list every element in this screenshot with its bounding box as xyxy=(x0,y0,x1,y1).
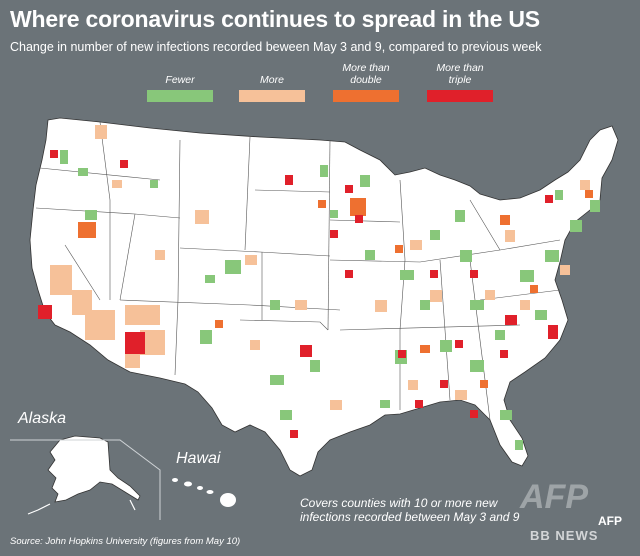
legend-triple: More than triple xyxy=(426,60,494,102)
inset-divider xyxy=(10,439,161,520)
alaska-shape xyxy=(47,435,141,503)
map-subtitle: Change in number of new infections recor… xyxy=(10,40,542,54)
legend-fewer: Fewer xyxy=(146,60,214,102)
coverage-note: Covers counties with 10 or more new infe… xyxy=(300,496,520,524)
afp-logo: AFP xyxy=(598,514,622,528)
counties-triple xyxy=(38,150,558,438)
legend-double: More than double xyxy=(332,60,400,102)
afp-watermark: AFP xyxy=(520,478,588,516)
bbnews-watermark: BB NEWS xyxy=(530,528,599,543)
counties-double xyxy=(78,190,593,388)
legend-swatch-fewer xyxy=(147,90,213,102)
counties-more xyxy=(50,125,590,410)
legend-more: More xyxy=(238,60,306,102)
alaska-label: Alaska xyxy=(18,410,67,427)
legend-label-more: More xyxy=(260,74,284,86)
legend-swatch-triple xyxy=(427,90,493,102)
map-title: Where coronavirus continues to spread in… xyxy=(10,6,540,32)
legend-swatch-more xyxy=(239,90,305,102)
alaska-islands xyxy=(27,499,136,515)
legend-label-triple: More than triple xyxy=(436,62,484,86)
legend-swatch-double xyxy=(333,90,399,102)
legend-label-fewer: Fewer xyxy=(165,74,195,86)
hawai-label: Hawai xyxy=(176,450,221,467)
state-borders xyxy=(35,121,561,421)
source-credit: Source: John Hopkins University (figures… xyxy=(10,536,241,547)
hawai-shape xyxy=(172,478,236,507)
legend-label-double: More than double xyxy=(342,62,390,86)
